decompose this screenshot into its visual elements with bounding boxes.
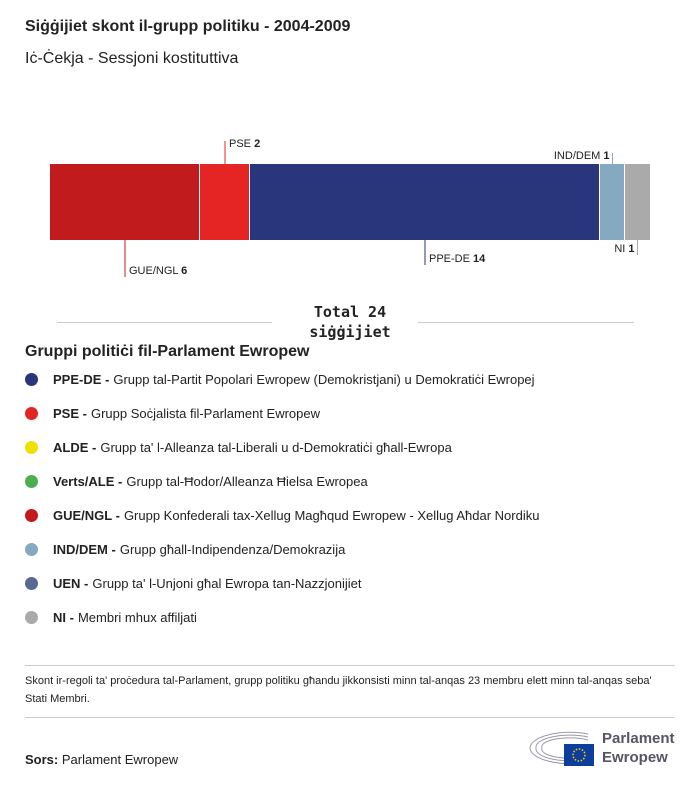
legend-name: Grupp Konfederali tax-Xellug Magħqud Ewr…	[123, 508, 540, 523]
source-label: Sors:	[25, 752, 59, 767]
bar-segment-ind-dem	[600, 164, 624, 240]
footnote: Skont ir-regoli ta' proċedura tal-Parlam…	[25, 675, 652, 705]
legend-item: PPE-DE - Grupp tal-Partit Popolari Ewrope…	[25, 372, 535, 387]
data-label: IND/DEM 1	[554, 150, 610, 162]
divider	[25, 665, 675, 666]
legend-dot-icon	[25, 577, 38, 590]
data-label: NI 1	[614, 243, 634, 255]
legend-item: ALDE - Grupp ta' l-Alleanza tal-Liberali …	[25, 440, 452, 455]
legend-item: NI - Membri mhux affiljati	[25, 610, 197, 625]
legend-name: Grupp ta' l-Unjoni għal Ewropa tan-Nazzj…	[92, 576, 362, 591]
divider	[418, 322, 634, 323]
legend-dot-icon	[25, 441, 38, 454]
stacked-bar-chart: GUE/NGL 6 PSE 2 PPE-DE 14 IND/DEM 1 NI 1	[50, 138, 650, 277]
bar-segment-ppe-de	[250, 164, 599, 240]
total-line2: siġġijiet	[309, 323, 391, 341]
legend-name: Grupp ta' l-Alleanza tal-Liberali u d-De…	[100, 440, 452, 455]
logo-line2: Ewropew	[602, 749, 668, 766]
legend-dot-icon	[25, 509, 38, 522]
legend-abbr: ALDE -	[53, 440, 97, 455]
legend-item: UEN - Grupp ta' l-Unjoni għal Ewropa tan-…	[25, 576, 362, 591]
legend-dot-icon	[25, 543, 38, 556]
legend-abbr: PPE-DE -	[53, 372, 110, 387]
legend-name: Grupp tal-Partit Popolari Ewropew (Demok…	[113, 372, 535, 387]
data-label: PSE 2	[229, 138, 260, 150]
legend-item: Verts/ALE - Grupp tal-Ħodor/Alleanza Ħiel…	[25, 474, 368, 489]
parliament-hemicycle-icon	[529, 731, 594, 766]
data-label: PPE-DE 14	[429, 253, 486, 265]
legend-abbr: IND/DEM -	[53, 542, 116, 557]
legend-name: Membri mhux affiljati	[77, 610, 197, 625]
legend-dot-icon	[25, 407, 38, 420]
data-label: GUE/NGL 6	[129, 265, 187, 277]
legend-abbr: GUE/NGL -	[53, 508, 120, 523]
divider	[25, 717, 675, 718]
bar-segment-pse	[200, 164, 249, 240]
bar-segment-gue-ngl	[50, 164, 199, 240]
legend-name: Grupp Soċjalista fil-Parlament Ewropew	[90, 406, 321, 421]
total-seats: Total 24 siġġijiet	[0, 302, 700, 342]
chart-subtitle: Iċ-Ċekja - Sessjoni kostituttiva	[25, 50, 239, 67]
legend-title: Gruppi politiċi fil-Parlament Ewropew	[25, 343, 310, 360]
legend-abbr: UEN -	[53, 576, 89, 591]
bar-segment-ni	[625, 164, 650, 240]
legend-item: PSE - Grupp Soċjalista fil-Parlament Ewro…	[25, 406, 320, 421]
legend-abbr: PSE -	[53, 406, 87, 421]
legend-abbr: Verts/ALE -	[53, 474, 123, 489]
legend-dot-icon	[25, 611, 38, 624]
legend-dot-icon	[25, 475, 38, 488]
legend-item: IND/DEM - Grupp għall-Indipendenza/Demokr…	[25, 542, 345, 557]
total-line1: Total 24	[313, 303, 387, 321]
european-parliament-logo: Parlament Ewropew	[528, 728, 675, 768]
logo-line1: Parlament	[602, 730, 675, 747]
legend-name: Grupp għall-Indipendenza/Demokrazija	[119, 542, 346, 557]
chart-title: Siġġijiet skont il-grupp politiku - 2004…	[25, 18, 351, 35]
source: Sors: Parlament Ewropew	[25, 752, 178, 767]
legend-name: Grupp tal-Ħodor/Alleanza Ħielsa Ewropea	[126, 474, 368, 489]
legend-item: GUE/NGL - Grupp Konfederali tax-Xellug Ma…	[25, 508, 539, 523]
legend-dot-icon	[25, 373, 38, 386]
source-value: Parlament Ewropew	[61, 752, 179, 767]
divider	[57, 322, 272, 323]
legend-abbr: NI -	[53, 610, 74, 625]
